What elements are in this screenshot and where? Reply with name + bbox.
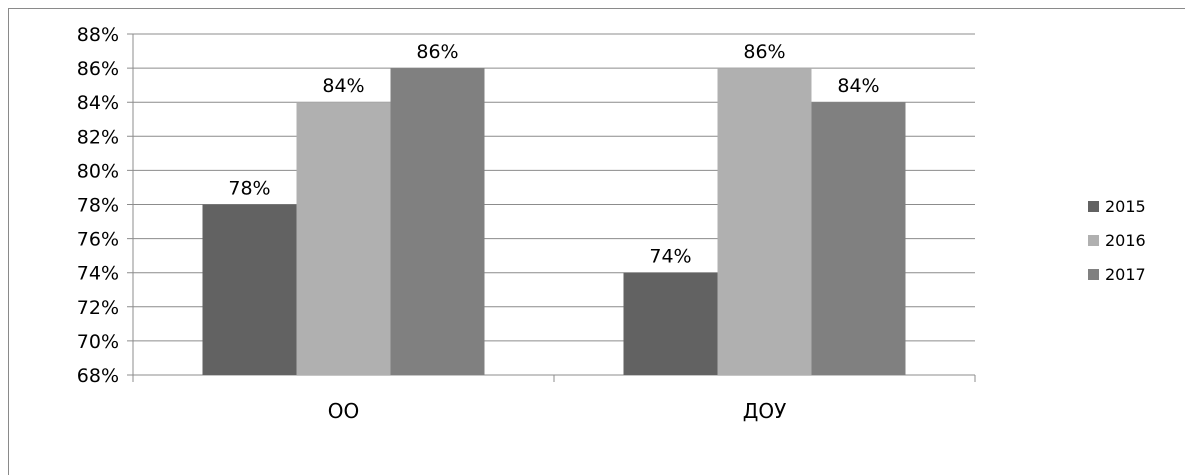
category-label: ДОУ xyxy=(743,399,787,423)
y-tick-label: 84% xyxy=(77,92,119,114)
data-label: 84% xyxy=(837,75,879,97)
category-label: ОО xyxy=(328,399,359,423)
data-label: 78% xyxy=(228,178,270,200)
bar-2016-2 xyxy=(717,68,812,375)
y-tick-label: 76% xyxy=(77,229,119,251)
bar-2015-1 xyxy=(202,204,297,375)
bar-2017-2 xyxy=(811,102,906,375)
data-label: 74% xyxy=(649,246,691,268)
data-label: 86% xyxy=(416,41,458,63)
y-tick-label: 78% xyxy=(77,195,119,217)
y-tick-label: 88% xyxy=(77,24,119,46)
legend-swatch-2016 xyxy=(1088,235,1099,246)
bar-2017-1 xyxy=(390,68,485,375)
data-label: 86% xyxy=(743,41,785,63)
bar-2016-1 xyxy=(296,102,391,375)
legend-label: 2016 xyxy=(1105,231,1146,250)
y-tick-label: 86% xyxy=(77,58,119,80)
data-label: 84% xyxy=(322,75,364,97)
y-tick-label: 70% xyxy=(77,331,119,353)
y-tick-label: 74% xyxy=(77,263,119,285)
legend-label: 2017 xyxy=(1105,265,1146,284)
y-tick-label: 82% xyxy=(77,126,119,148)
legend-label: 2015 xyxy=(1105,197,1146,216)
legend-swatch-2017 xyxy=(1088,269,1099,280)
legend-swatch-2015 xyxy=(1088,201,1099,212)
y-tick-label: 72% xyxy=(77,297,119,319)
y-tick-label: 68% xyxy=(77,365,119,387)
chart-frame xyxy=(8,8,1185,475)
bar-2015-2 xyxy=(623,272,718,375)
y-tick-label: 80% xyxy=(77,160,119,182)
